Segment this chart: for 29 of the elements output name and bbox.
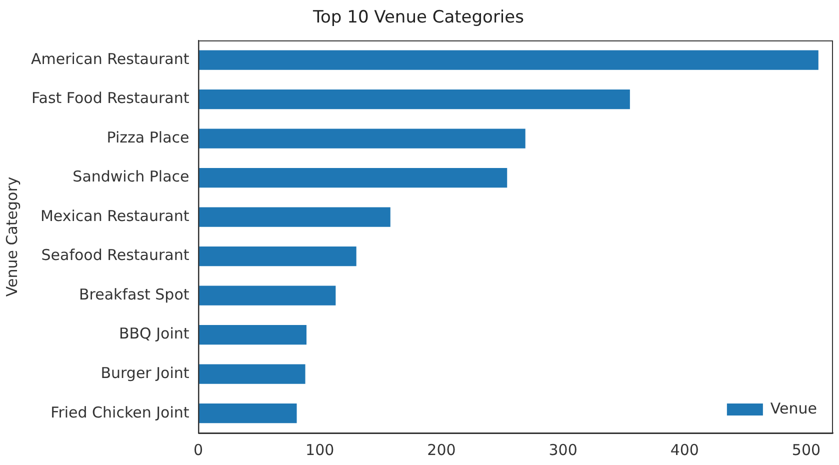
y-tick-label: Burger Joint	[100, 364, 190, 382]
chart-title: Top 10 Venue Categories	[312, 8, 524, 28]
bar	[198, 404, 297, 424]
x-tick-label: 200	[427, 440, 456, 459]
y-tick-label: Fried Chicken Joint	[50, 403, 190, 422]
bar	[198, 207, 390, 227]
x-tick-label: 0	[193, 440, 204, 459]
x-tick-label: 500	[792, 440, 821, 459]
x-tick-label: 100	[306, 440, 334, 459]
y-tick-label: Fast Food Restaurant	[32, 89, 190, 108]
y-axis-title: Venue Category	[2, 176, 21, 297]
bar	[198, 286, 336, 306]
y-tick-label: Seafood Restaurant	[41, 246, 190, 264]
bar	[198, 364, 306, 384]
x-tick-label: 400	[670, 440, 699, 459]
bar	[198, 128, 526, 148]
y-tick-label: American Restaurant	[30, 50, 190, 68]
bar	[198, 50, 818, 70]
bar	[198, 246, 356, 266]
y-tick-label: Mexican Restaurant	[40, 206, 190, 225]
y-tick-label: Pizza Place	[106, 128, 190, 146]
y-tick-label: Breakfast Spot	[78, 285, 190, 304]
y-tick-label: BBQ Joint	[118, 324, 190, 343]
bar	[198, 168, 508, 188]
legend-label: Venue	[770, 399, 818, 418]
y-tick-label: Sandwich Place	[72, 168, 190, 186]
bar	[198, 325, 306, 345]
x-tick-label: 300	[548, 440, 578, 459]
bar	[198, 89, 630, 110]
